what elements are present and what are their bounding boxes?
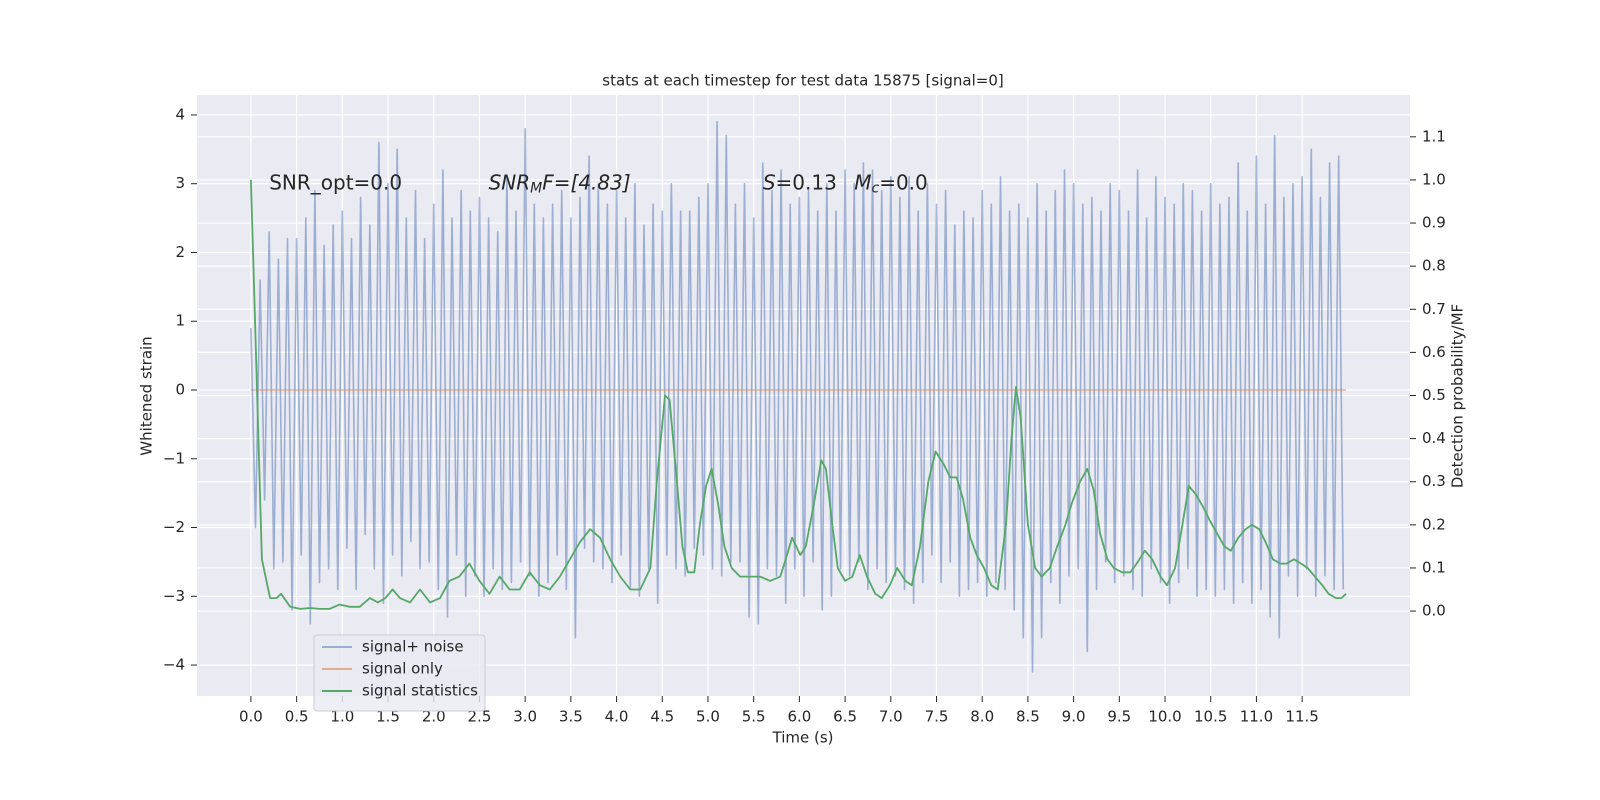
x-tick-label: 4.5 xyxy=(650,708,674,726)
y-tick-label: −2 xyxy=(163,518,185,536)
x-tick-label: 8.0 xyxy=(970,708,994,726)
x-axis-label: Time (s) xyxy=(772,729,834,747)
legend-label: signal only xyxy=(362,660,443,678)
y-tick-label: 0 xyxy=(175,380,185,398)
x-tick-label: 0.0 xyxy=(239,708,263,726)
legend-box xyxy=(313,634,486,712)
annotation-part: F=[4.83] xyxy=(542,170,630,194)
x-tick-label: 2.5 xyxy=(468,708,492,726)
annotation-part: S xyxy=(763,170,776,194)
chart-title: stats at each timestep for test data 158… xyxy=(602,72,1003,90)
y2-tick-label: 0.7 xyxy=(1422,300,1446,318)
y-tick-label: −1 xyxy=(163,449,185,467)
y2-tick-label: 0.0 xyxy=(1422,602,1446,620)
annotation-part: SNR xyxy=(489,170,531,194)
x-tick-label: 11.0 xyxy=(1240,708,1273,726)
y-tick-label: 2 xyxy=(175,243,185,261)
x-tick-label: 5.5 xyxy=(742,708,766,726)
annotation: SNR_opt=0.0 xyxy=(269,170,402,194)
x-tick-label: 11.5 xyxy=(1285,708,1318,726)
x-tick-label: 4.0 xyxy=(605,708,629,726)
y-tick-label: −4 xyxy=(163,656,185,674)
x-tick-label: 0.5 xyxy=(285,708,309,726)
y-tick-label: 4 xyxy=(175,105,185,123)
y2-tick-label: 0.3 xyxy=(1422,472,1446,490)
x-tick-label: 7.0 xyxy=(879,708,903,726)
annotation-part: =0.0 xyxy=(879,170,928,194)
y2-tick-label: 0.8 xyxy=(1422,257,1446,275)
annotation: SNRMF=[4.83] xyxy=(489,170,631,197)
marks xyxy=(250,121,1347,673)
annotation-part: M xyxy=(530,181,542,197)
y2-tick-label: 1.1 xyxy=(1422,127,1446,145)
x-tick-label: 3.0 xyxy=(513,708,537,726)
x-tick-label: 7.5 xyxy=(925,708,949,726)
series-line xyxy=(250,121,1345,673)
annotation: Mc=0.0 xyxy=(854,170,928,197)
legend-label: signal+ noise xyxy=(362,638,464,656)
annotation-part: M xyxy=(854,170,871,194)
y2-tick-label: 1.0 xyxy=(1422,170,1446,188)
y-axis-label: Whitened strain xyxy=(138,336,156,455)
y2-tick-label: 0.5 xyxy=(1422,386,1446,404)
x-tick-label: 1.0 xyxy=(330,708,354,726)
y2-tick-label: 0.6 xyxy=(1422,343,1446,361)
x-tick-label: 9.5 xyxy=(1107,708,1131,726)
annotation-part: c xyxy=(871,181,879,197)
x-tick-label: 3.5 xyxy=(559,708,583,726)
annotation: S=0.13 xyxy=(763,170,837,194)
legend-label: signal statistics xyxy=(362,682,478,700)
ticks: 0.0 0.5 1.0 1.5 2.0 2.5 3.0 3.5 4.0 4.5 5.0 5.5 6.0 6… xyxy=(163,105,1446,725)
y-tick-label: 1 xyxy=(175,312,185,330)
x-tick-label: 9.0 xyxy=(1062,708,1086,726)
y2-tick-label: 0.2 xyxy=(1422,515,1446,533)
x-tick-label: 10.0 xyxy=(1148,708,1181,726)
y2-tick-label: 0.4 xyxy=(1422,429,1446,447)
y2-axis-label: Detection probability/MF xyxy=(1449,304,1467,488)
y2-tick-label: 0.9 xyxy=(1422,214,1446,232)
y2-tick-label: 0.1 xyxy=(1422,558,1446,576)
x-tick-label: 6.0 xyxy=(787,708,811,726)
annotation-part: =0.13 xyxy=(776,170,837,194)
x-tick-label: 10.5 xyxy=(1194,708,1227,726)
x-tick-label: 5.0 xyxy=(696,708,720,726)
x-tick-label: 6.5 xyxy=(833,708,857,726)
x-tick-label: 8.5 xyxy=(1016,708,1040,726)
series-line xyxy=(250,179,1347,610)
x-tick-label: 2.0 xyxy=(422,708,446,726)
x-tick-label: 1.5 xyxy=(376,708,400,726)
y-tick-label: −3 xyxy=(163,587,185,605)
annotation-part: SNR_opt=0.0 xyxy=(269,170,402,194)
y-tick-label: 3 xyxy=(175,174,185,192)
